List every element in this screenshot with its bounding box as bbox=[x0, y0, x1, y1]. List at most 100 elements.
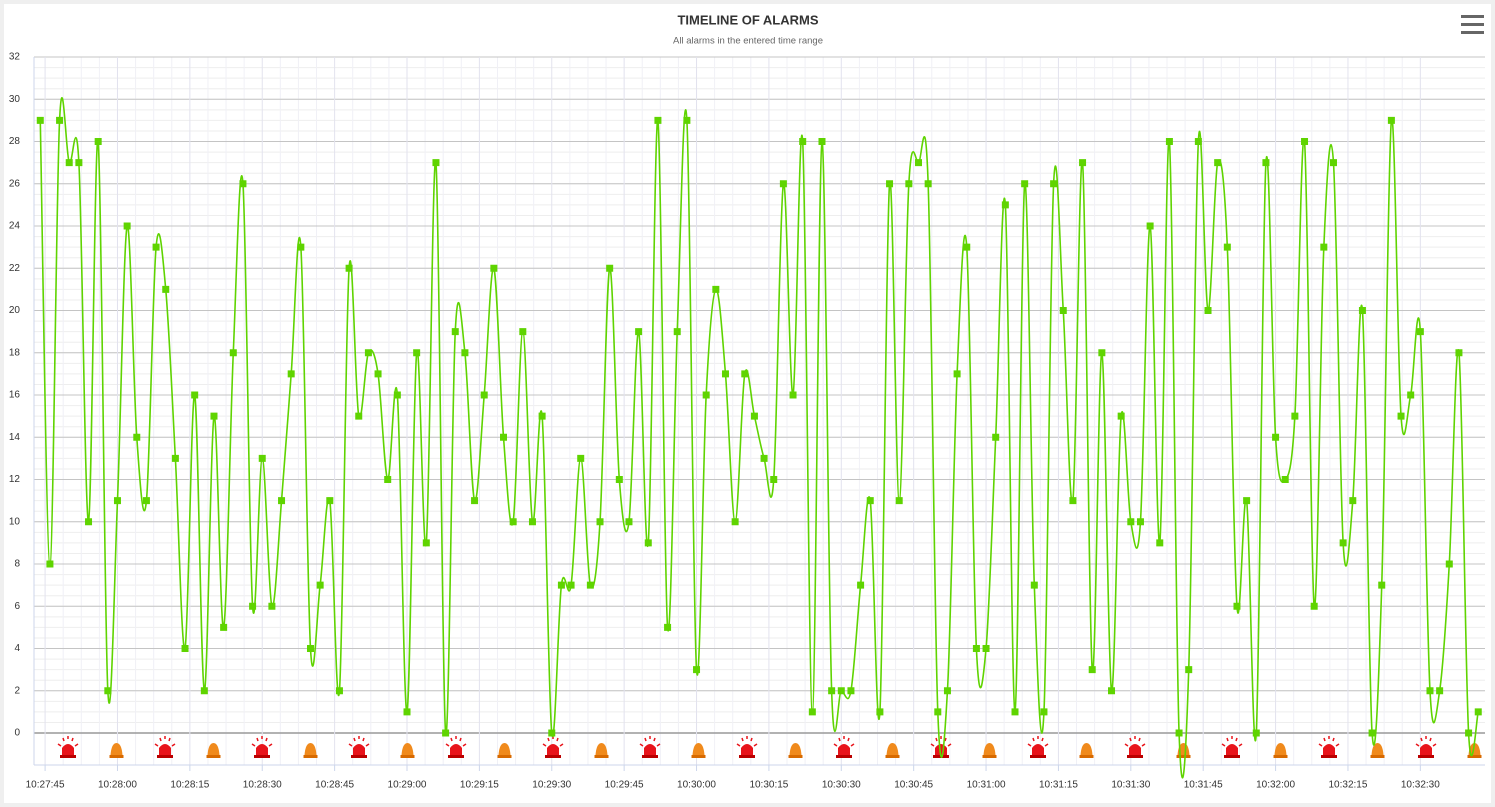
bell-base bbox=[691, 755, 706, 758]
siren-ray bbox=[1323, 737, 1326, 742]
data-point bbox=[1455, 349, 1463, 357]
x-tick-label: 10:30:45 bbox=[894, 780, 933, 791]
siren-base bbox=[836, 755, 852, 758]
data-point bbox=[335, 687, 343, 695]
y-tick-label: 16 bbox=[9, 390, 21, 401]
y-tick-label: 20 bbox=[9, 305, 21, 316]
siren-icon bbox=[1415, 736, 1437, 758]
y-tick-label: 26 bbox=[9, 178, 21, 189]
data-point bbox=[548, 729, 556, 737]
data-point bbox=[1301, 138, 1309, 145]
data-point bbox=[36, 116, 44, 124]
data-point bbox=[1436, 687, 1444, 695]
data-point bbox=[65, 159, 73, 167]
bell-base bbox=[109, 755, 124, 758]
data-point bbox=[1108, 687, 1116, 695]
bell bbox=[498, 743, 511, 755]
siren bbox=[256, 744, 268, 755]
data-point bbox=[278, 497, 286, 505]
siren-icon bbox=[542, 736, 564, 758]
data-point bbox=[1098, 349, 1106, 357]
y-tick-label: 32 bbox=[9, 52, 21, 63]
siren-ray bbox=[365, 743, 370, 747]
bell-base bbox=[1273, 755, 1288, 758]
siren-icon bbox=[154, 736, 176, 758]
data-point bbox=[413, 349, 421, 357]
x-tick-label: 10:28:45 bbox=[315, 780, 354, 791]
siren-ray bbox=[653, 737, 656, 742]
siren-base bbox=[1030, 755, 1046, 758]
data-point bbox=[422, 539, 430, 547]
bell-base bbox=[303, 755, 318, 758]
siren bbox=[1129, 744, 1141, 755]
data-point bbox=[123, 222, 131, 230]
bell-base bbox=[982, 755, 997, 758]
bell-icon bbox=[788, 743, 803, 758]
siren-ray bbox=[1420, 737, 1423, 742]
bell-base bbox=[1079, 755, 1094, 758]
bell-icon bbox=[206, 743, 221, 758]
menu-bar bbox=[1461, 31, 1484, 34]
data-point bbox=[934, 708, 942, 716]
data-point bbox=[615, 476, 623, 483]
chart-subtitle: All alarms in the entered time range bbox=[673, 36, 823, 47]
siren-ray bbox=[1027, 743, 1032, 747]
data-point bbox=[953, 370, 961, 378]
siren-base bbox=[642, 755, 658, 758]
data-point bbox=[104, 687, 112, 695]
x-tick-label: 10:31:00 bbox=[967, 780, 1006, 791]
data-point bbox=[200, 687, 208, 695]
x-tick-label: 10:32:15 bbox=[1328, 780, 1367, 791]
data-point bbox=[1378, 581, 1386, 589]
bell bbox=[1080, 743, 1093, 755]
data-point bbox=[451, 328, 459, 336]
x-tick-label: 10:32:00 bbox=[1256, 780, 1295, 791]
data-point bbox=[712, 285, 720, 293]
data-point bbox=[56, 116, 64, 124]
data-point bbox=[181, 645, 189, 652]
data-point bbox=[1358, 307, 1366, 314]
data-point bbox=[1011, 708, 1019, 716]
siren-base bbox=[254, 755, 270, 758]
x-tick-label: 10:30:15 bbox=[749, 780, 788, 791]
siren-ray bbox=[1332, 737, 1335, 742]
data-point bbox=[654, 116, 662, 124]
data-point bbox=[442, 729, 450, 737]
siren-ray bbox=[251, 743, 256, 747]
panel bbox=[4, 4, 1491, 803]
data-point bbox=[500, 433, 508, 441]
siren-ray bbox=[656, 743, 661, 747]
data-point bbox=[943, 687, 951, 695]
series-line bbox=[39, 97, 1480, 779]
bell-icon bbox=[1370, 743, 1385, 758]
data-point bbox=[886, 180, 894, 188]
siren-ray bbox=[353, 737, 356, 742]
bell-icon bbox=[400, 743, 415, 758]
data-point bbox=[760, 454, 768, 462]
data-point bbox=[1059, 307, 1067, 314]
data-point bbox=[895, 497, 903, 505]
data-point bbox=[847, 687, 855, 695]
siren-base bbox=[157, 755, 173, 758]
siren-ray bbox=[1235, 737, 1238, 742]
bell bbox=[886, 743, 899, 755]
siren-ray bbox=[168, 737, 171, 742]
siren-ray bbox=[947, 743, 952, 747]
y-tick-label: 12 bbox=[9, 474, 21, 485]
menu-button[interactable] bbox=[1458, 12, 1486, 38]
siren bbox=[547, 744, 559, 755]
data-point bbox=[866, 497, 874, 505]
data-point bbox=[326, 497, 334, 505]
y-tick-label: 18 bbox=[9, 347, 21, 358]
siren-ray bbox=[944, 737, 947, 742]
data-point bbox=[133, 433, 141, 441]
chart-title: TIMELINE OF ALARMS bbox=[677, 12, 818, 27]
siren-base bbox=[545, 755, 561, 758]
y-tick-label: 8 bbox=[14, 559, 20, 570]
data-point bbox=[963, 243, 971, 251]
data-point bbox=[1272, 433, 1280, 441]
bell-base bbox=[497, 755, 512, 758]
data-point bbox=[210, 412, 218, 420]
x-tick-label: 10:28:00 bbox=[98, 780, 137, 791]
